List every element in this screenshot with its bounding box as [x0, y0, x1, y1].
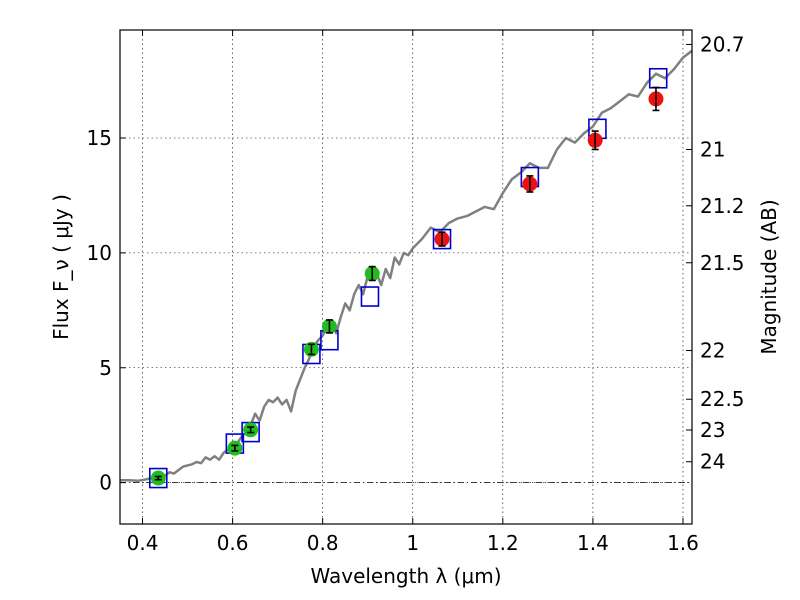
- x-tick-label: 1.6: [667, 531, 699, 555]
- y-tick-label: 5: [99, 356, 112, 380]
- y-tick-label: 15: [87, 126, 112, 150]
- x-tick-label: 1: [406, 531, 419, 555]
- x-tick-label: 0.6: [217, 531, 249, 555]
- model-photometry-square: [360, 286, 380, 307]
- grid-lines: [120, 30, 692, 524]
- right-tick-label: 24: [700, 450, 725, 474]
- x-tick-label: 0.4: [127, 531, 159, 555]
- right-tick-label: 20.7: [700, 32, 745, 56]
- plot-frame: [119, 29, 693, 525]
- right-tick-label: 23: [700, 418, 725, 442]
- right-tick-label: 21: [700, 137, 725, 161]
- right-tick-label: 21.2: [700, 194, 745, 218]
- y-axis-label: Flux F_ν ( μJy ): [49, 194, 73, 340]
- right-axis-label: Magnitude (AB): [757, 199, 781, 354]
- right-tick-label: 21.5: [700, 251, 745, 275]
- x-tick-label: 0.8: [307, 531, 339, 555]
- right-tick-label: 22: [700, 339, 725, 363]
- x-axis-label: Wavelength λ (μm): [310, 564, 501, 588]
- right-tick-label: 22.5: [700, 387, 745, 411]
- axis-ticks: 0.4 0.6 0.8 1 1.2 1.4 1.6 0 5 10 15 20.7 21 21.2 21.5 2…: [87, 30, 745, 555]
- model-spectrum-line: [120, 49, 693, 483]
- y-tick-label: 0: [99, 471, 112, 495]
- y-tick-label: 10: [87, 241, 112, 265]
- model-photometry-square: [148, 467, 168, 489]
- model-photometry-square: [432, 228, 452, 250]
- x-tick-label: 1.4: [577, 531, 609, 555]
- photometry-points: [148, 67, 668, 489]
- x-tick-label: 1.2: [487, 531, 519, 555]
